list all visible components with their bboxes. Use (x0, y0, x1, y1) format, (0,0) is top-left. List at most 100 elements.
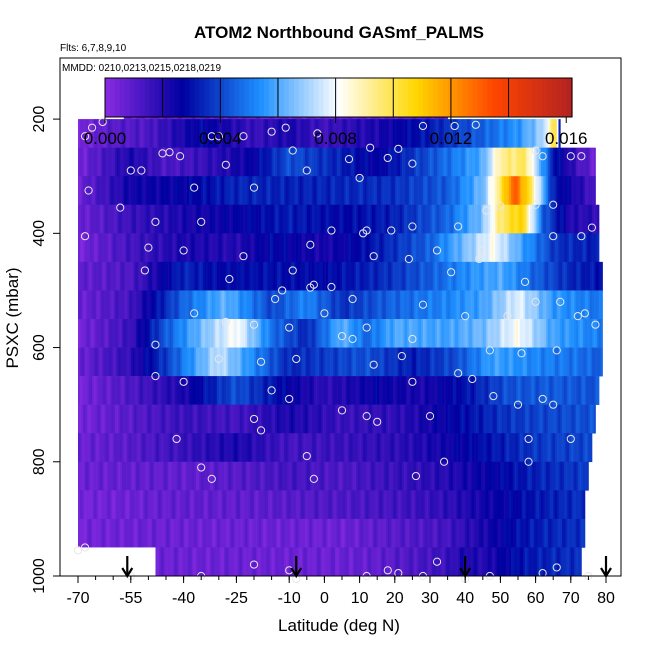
heatmap-cell (225, 547, 228, 577)
heatmap-cell (310, 547, 313, 577)
heatmap-cell (123, 261, 126, 291)
heatmap-cell (183, 490, 186, 520)
heatmap-cell (234, 547, 237, 577)
heatmap-cell (530, 290, 533, 320)
heatmap-cell (343, 261, 346, 291)
colorbar-swatch (105, 78, 111, 117)
heatmap-cell (95, 147, 98, 177)
heatmap-cell (572, 404, 575, 434)
heatmap-cell (465, 233, 468, 263)
heatmap-cell (533, 547, 536, 577)
heatmap-cell (510, 119, 514, 148)
heatmap-cell (560, 518, 563, 548)
heatmap-cell (488, 347, 491, 377)
heatmap-cell (176, 490, 179, 520)
heatmap-cell (530, 404, 533, 434)
heatmap-cell (285, 547, 288, 577)
heatmap-cell (296, 290, 299, 320)
heatmap-cell (218, 233, 221, 263)
heatmap-cell (493, 176, 496, 206)
heatmap-cell (470, 204, 473, 234)
heatmap-cell (366, 547, 369, 577)
heatmap-cell (155, 233, 158, 263)
heatmap-cell (542, 204, 545, 234)
heatmap-cell (389, 319, 392, 348)
heatmap-cell (287, 119, 290, 148)
heatmap-cell (164, 490, 167, 520)
heatmap-cell (569, 290, 572, 320)
heatmap-cell (202, 433, 206, 463)
heatmap-cell (396, 518, 399, 548)
heatmap-cell (125, 376, 128, 405)
heatmap-cell (505, 119, 508, 148)
heatmap-cell (370, 490, 373, 520)
heatmap-cell (86, 204, 89, 234)
heatmap-cell (563, 319, 566, 348)
heatmap-cell (345, 261, 348, 291)
heatmap-cell (574, 233, 577, 263)
heatmap-cell (539, 176, 542, 206)
heatmap-cell (405, 290, 408, 320)
heatmap-cell (137, 347, 140, 377)
observation-point (425, 411, 435, 421)
heatmap-cell (565, 461, 568, 491)
heatmap-cell (532, 147, 535, 177)
heatmap-cell (394, 176, 397, 206)
heatmap-cell (474, 147, 477, 177)
heatmap-cell (502, 204, 505, 234)
heatmap-cell (484, 461, 487, 491)
heatmap-cell (180, 347, 183, 377)
heatmap-cell (540, 204, 544, 234)
heatmap-cell (213, 147, 216, 177)
heatmap-cell (227, 404, 230, 434)
heatmap-cell (114, 204, 118, 234)
heatmap-cell (526, 233, 529, 263)
heatmap-cell (342, 204, 345, 234)
observation-point (337, 332, 347, 341)
heatmap-cell (243, 290, 246, 320)
heatmap-cell (158, 376, 162, 405)
heatmap-cell (113, 404, 116, 434)
heatmap-cell (292, 433, 295, 463)
heatmap-cell (442, 233, 445, 263)
observation-point (197, 217, 206, 227)
heatmap-cell (481, 319, 484, 348)
chart-title: ATOM2 Northbound GASmf_PALMS (194, 23, 484, 42)
heatmap-cell (342, 347, 345, 377)
heatmap-cell (289, 319, 292, 348)
heatmap-cell (183, 547, 186, 577)
heatmap-cell (136, 290, 139, 320)
heatmap-cell (523, 433, 526, 463)
heatmap-cell (523, 204, 526, 234)
heatmap-cell (389, 433, 392, 463)
heatmap-cell (542, 404, 545, 434)
heatmap-cell (231, 490, 234, 520)
heatmap-cell (386, 461, 389, 491)
heatmap-cell (171, 547, 174, 577)
heatmap-cell (151, 376, 155, 405)
heatmap-cell (570, 518, 573, 548)
observation-point (175, 152, 185, 161)
heatmap-cell (199, 319, 202, 348)
heatmap-cell (320, 518, 324, 548)
heatmap-cell (338, 233, 341, 263)
heatmap-cell (255, 490, 258, 520)
heatmap-cell (391, 261, 394, 291)
heatmap-cell (577, 518, 580, 548)
heatmap-cell (468, 204, 471, 234)
heatmap-cell (127, 147, 130, 177)
heatmap-cell (315, 147, 318, 177)
heatmap-cell (166, 547, 169, 577)
heatmap-cell (139, 461, 142, 491)
heatmap-cell (491, 347, 494, 377)
heatmap-cell (269, 433, 272, 463)
heatmap-cell (248, 204, 251, 234)
heatmap-cell (245, 490, 248, 520)
heatmap-cell (512, 147, 515, 177)
heatmap-cell (313, 176, 316, 206)
heatmap-cell (259, 347, 262, 377)
heatmap-cell (519, 261, 522, 291)
heatmap-cell (137, 433, 140, 463)
heatmap-cell (415, 261, 419, 291)
heatmap-cell (280, 433, 283, 463)
